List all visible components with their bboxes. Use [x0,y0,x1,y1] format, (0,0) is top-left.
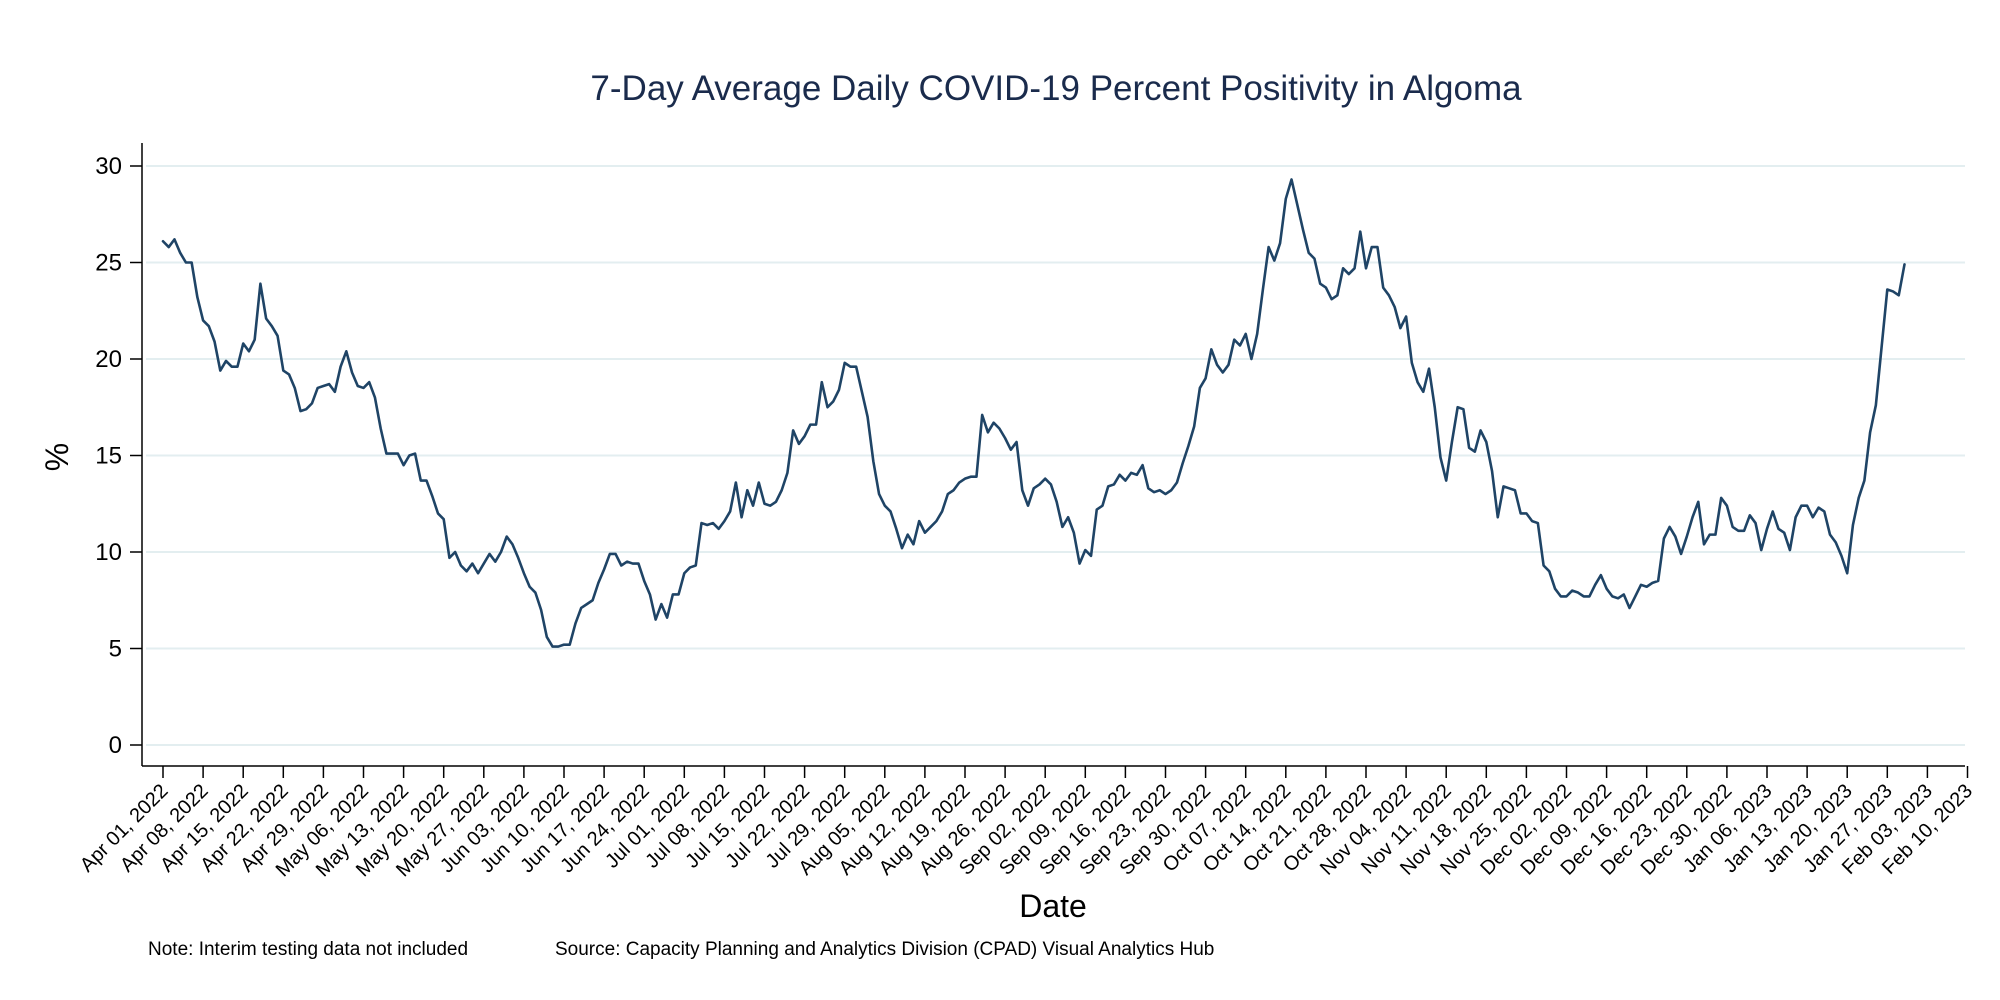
y-tick-label: 5 [109,636,122,663]
y-tick-label: 15 [95,443,122,470]
series-layer [161,178,1906,648]
footnote-source: Source: Capacity Planning and Analytics … [555,939,1214,960]
y-tick-label: 20 [95,346,122,373]
y-tick-label: 0 [109,732,122,759]
gridlines [146,165,1965,746]
y-tick-label: 30 [95,153,122,180]
x-axis-title: Date [1019,888,1087,924]
footnote-note: Note: Interim testing data not included [148,939,468,960]
y-axis: 0 5 10 15 20 25 30 [95,143,143,766]
y-axis-title: % [39,443,75,471]
series-line-0 [161,178,1906,648]
y-tick-label: 10 [95,539,122,566]
chart-title: 7-Day Average Daily COVID-19 Percent Pos… [590,69,1522,108]
y-tick-label: 25 [95,250,122,277]
